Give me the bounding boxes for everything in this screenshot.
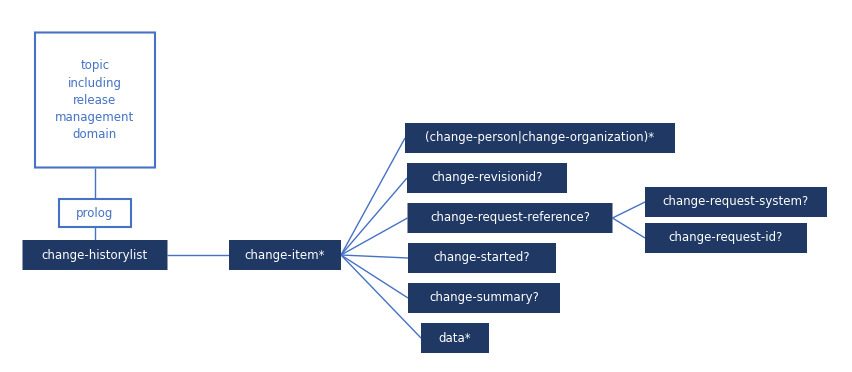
FancyBboxPatch shape [407, 243, 556, 273]
Text: data*: data* [438, 331, 471, 344]
FancyBboxPatch shape [228, 240, 341, 270]
FancyBboxPatch shape [644, 187, 826, 217]
Text: change-revisionid?: change-revisionid? [431, 171, 542, 185]
Text: change-item*: change-item* [245, 248, 325, 262]
FancyBboxPatch shape [406, 163, 567, 193]
FancyBboxPatch shape [35, 32, 155, 167]
Text: change-summary?: change-summary? [429, 292, 538, 305]
FancyBboxPatch shape [405, 123, 674, 153]
FancyBboxPatch shape [407, 283, 560, 313]
Text: topic
including
release
management
domain: topic including release management domai… [55, 60, 135, 141]
FancyBboxPatch shape [644, 223, 806, 253]
FancyBboxPatch shape [421, 323, 488, 353]
Text: change-historylist: change-historylist [42, 248, 148, 262]
FancyBboxPatch shape [59, 199, 131, 227]
Text: change-started?: change-started? [433, 251, 530, 264]
FancyBboxPatch shape [22, 240, 167, 270]
Text: (change-person|change-organization)*: (change-person|change-organization)* [425, 131, 653, 144]
Text: prolog: prolog [76, 206, 113, 219]
Text: change-request-id?: change-request-id? [668, 231, 782, 244]
Text: change-request-reference?: change-request-reference? [429, 212, 590, 224]
FancyBboxPatch shape [407, 203, 612, 233]
Text: change-request-system?: change-request-system? [662, 196, 809, 208]
